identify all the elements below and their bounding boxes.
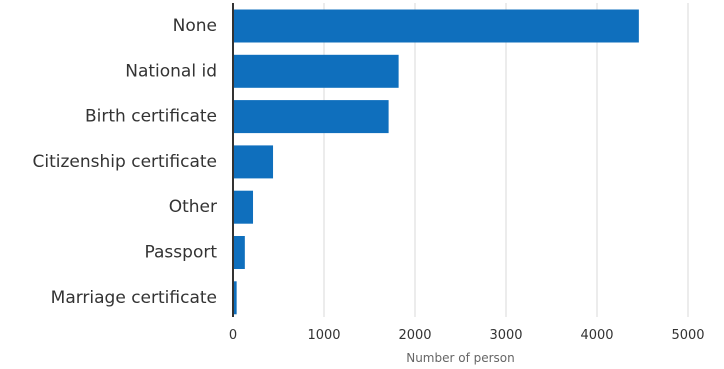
- bar-other: [233, 190, 254, 224]
- x-tick-label-3000: 3000: [489, 328, 522, 343]
- category-label-citizenship-certificate: Citizenship certificate: [33, 152, 217, 172]
- bar-passport: [233, 236, 245, 269]
- bar-marriage-certificate: [233, 281, 237, 315]
- bar-national-id: [233, 54, 399, 88]
- category-label-national-id: National id: [125, 61, 217, 81]
- gridlines: [323, 3, 689, 317]
- x-tick-label-4000: 4000: [580, 328, 613, 343]
- category-label-marriage-certificate: Marriage certificate: [51, 288, 217, 308]
- bars: [233, 9, 639, 315]
- x-tick-label-2000: 2000: [398, 328, 431, 343]
- x-axis-title: Number of person: [406, 351, 515, 365]
- x-tick-label-5000: 5000: [671, 328, 704, 343]
- category-label-passport: Passport: [145, 243, 218, 263]
- bar-citizenship-certificate: [233, 145, 274, 179]
- category-label-other: Other: [169, 197, 217, 217]
- x-tick-labels: 0 1000 2000 3000 4000 5000: [229, 328, 705, 343]
- x-tick-label-0: 0: [229, 328, 237, 343]
- bar-none: [233, 9, 639, 43]
- category-labels: None National id Birth certificate Citizens…: [33, 16, 218, 308]
- category-label-none: None: [173, 16, 217, 36]
- bar-birth-certificate: [233, 100, 389, 134]
- x-tick-label-1000: 1000: [307, 328, 340, 343]
- category-label-birth-certificate: Birth certificate: [85, 107, 217, 127]
